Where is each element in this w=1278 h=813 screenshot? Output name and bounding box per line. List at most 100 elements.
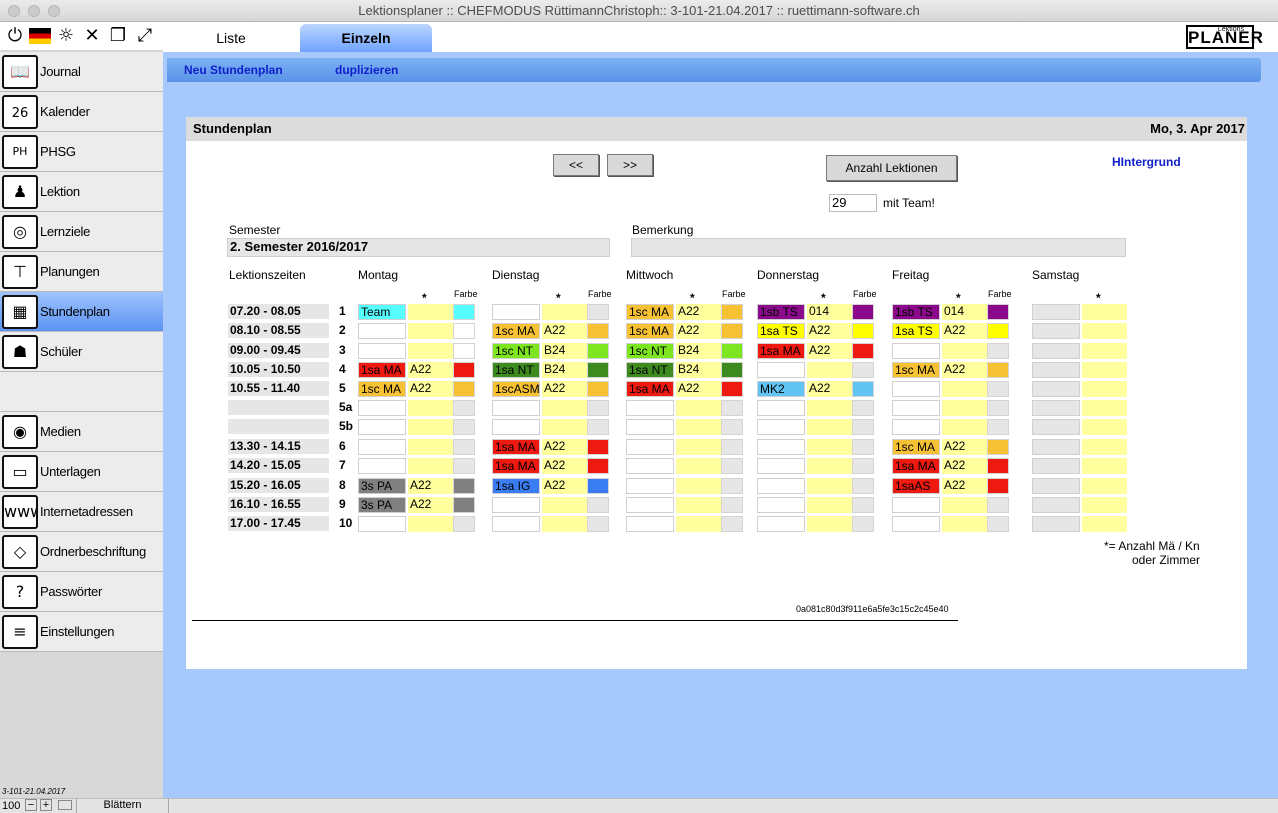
- color-swatch[interactable]: [453, 497, 475, 513]
- semester-field[interactable]: 2. Semester 2016/2017: [227, 238, 610, 257]
- sidebar-item-ordnerbeschriftung[interactable]: ◇ Ordnerbeschriftung: [0, 532, 163, 572]
- class-cell[interactable]: 3s PA: [358, 478, 406, 494]
- room-cell[interactable]: [408, 516, 453, 532]
- class-cell[interactable]: [1032, 419, 1080, 435]
- color-swatch[interactable]: [721, 516, 743, 532]
- lesson-time[interactable]: 10.05 - 10.50: [228, 362, 329, 377]
- room-cell[interactable]: [807, 516, 852, 532]
- class-cell[interactable]: [626, 478, 674, 494]
- class-cell[interactable]: [1032, 381, 1080, 397]
- color-swatch[interactable]: [587, 478, 609, 494]
- class-cell[interactable]: 1sc MA: [626, 304, 674, 320]
- layout-toggle-icon[interactable]: [58, 800, 72, 810]
- class-cell[interactable]: [757, 516, 805, 532]
- color-swatch[interactable]: [587, 497, 609, 513]
- sidebar-item-phsg[interactable]: PH PHSG: [0, 132, 163, 172]
- class-cell[interactable]: [626, 458, 674, 474]
- color-swatch[interactable]: [453, 343, 475, 359]
- class-cell[interactable]: [892, 516, 940, 532]
- room-cell[interactable]: [1082, 400, 1127, 416]
- color-swatch[interactable]: [453, 400, 475, 416]
- room-cell[interactable]: B24: [676, 343, 721, 359]
- class-cell[interactable]: 1sc NT: [626, 343, 674, 359]
- room-cell[interactable]: [408, 458, 453, 474]
- class-cell[interactable]: 1sc MA: [358, 381, 406, 397]
- room-cell[interactable]: [542, 497, 587, 513]
- color-swatch[interactable]: [987, 497, 1009, 513]
- room-cell[interactable]: [542, 516, 587, 532]
- room-cell[interactable]: [408, 304, 453, 320]
- color-swatch[interactable]: [852, 439, 874, 455]
- room-cell[interactable]: [676, 497, 721, 513]
- color-swatch[interactable]: [987, 516, 1009, 532]
- room-cell[interactable]: [942, 516, 987, 532]
- room-cell[interactable]: [942, 381, 987, 397]
- class-cell[interactable]: [1032, 362, 1080, 378]
- color-swatch[interactable]: [721, 343, 743, 359]
- room-cell[interactable]: [1082, 304, 1127, 320]
- lesson-time[interactable]: 14.20 - 15.05: [228, 458, 329, 473]
- class-cell[interactable]: [892, 400, 940, 416]
- sidebar-item-internetadressen[interactable]: wwwInternetadressen: [0, 492, 163, 532]
- room-cell[interactable]: [408, 419, 453, 435]
- color-swatch[interactable]: [852, 381, 874, 397]
- class-cell[interactable]: [1032, 304, 1080, 320]
- class-cell[interactable]: [626, 497, 674, 513]
- sidebar-item-planungen[interactable]: ⊤ Planungen: [0, 252, 163, 292]
- class-cell[interactable]: [358, 400, 406, 416]
- class-cell[interactable]: [492, 419, 540, 435]
- color-swatch[interactable]: [852, 400, 874, 416]
- lesson-time[interactable]: 17.00 - 17.45: [228, 516, 329, 531]
- color-swatch[interactable]: [587, 439, 609, 455]
- sidebar-item-journal[interactable]: 📖 Journal: [0, 52, 163, 92]
- room-cell[interactable]: [942, 343, 987, 359]
- class-cell[interactable]: 1sb TS: [892, 304, 940, 320]
- color-swatch[interactable]: [587, 323, 609, 339]
- color-swatch[interactable]: [453, 478, 475, 494]
- lesson-time[interactable]: 16.10 - 16.55: [228, 497, 329, 512]
- room-cell[interactable]: [807, 362, 852, 378]
- class-cell[interactable]: [492, 400, 540, 416]
- color-swatch[interactable]: [721, 478, 743, 494]
- class-cell[interactable]: 1sc NT: [492, 343, 540, 359]
- class-cell[interactable]: [626, 516, 674, 532]
- lesson-time[interactable]: 15.20 - 16.05: [228, 478, 329, 493]
- class-cell[interactable]: [757, 458, 805, 474]
- room-cell[interactable]: A22: [542, 458, 587, 474]
- color-swatch[interactable]: [852, 343, 874, 359]
- class-cell[interactable]: [757, 497, 805, 513]
- class-cell[interactable]: [358, 516, 406, 532]
- room-cell[interactable]: [1082, 419, 1127, 435]
- power-icon[interactable]: ⏻: [7, 25, 23, 46]
- room-cell[interactable]: A22: [542, 478, 587, 494]
- room-cell[interactable]: A22: [942, 362, 987, 378]
- class-cell[interactable]: [1032, 478, 1080, 494]
- color-swatch[interactable]: [852, 478, 874, 494]
- room-cell[interactable]: A22: [408, 362, 453, 378]
- room-cell[interactable]: A22: [408, 497, 453, 513]
- color-swatch[interactable]: [453, 458, 475, 474]
- color-swatch[interactable]: [721, 419, 743, 435]
- room-cell[interactable]: [408, 323, 453, 339]
- class-cell[interactable]: 1sa MA: [492, 458, 540, 474]
- class-cell[interactable]: [1032, 400, 1080, 416]
- room-cell[interactable]: [807, 439, 852, 455]
- room-cell[interactable]: [408, 400, 453, 416]
- room-cell[interactable]: 014: [807, 304, 852, 320]
- class-cell[interactable]: [1032, 458, 1080, 474]
- room-cell[interactable]: [1082, 458, 1127, 474]
- class-cell[interactable]: [1032, 439, 1080, 455]
- color-swatch[interactable]: [587, 381, 609, 397]
- color-swatch[interactable]: [721, 381, 743, 397]
- color-swatch[interactable]: [987, 478, 1009, 494]
- color-swatch[interactable]: [453, 439, 475, 455]
- lesson-time[interactable]: 07.20 - 08.05: [228, 304, 329, 319]
- class-cell[interactable]: [626, 400, 674, 416]
- room-cell[interactable]: [942, 400, 987, 416]
- expand-icon[interactable]: ⤢: [137, 25, 153, 46]
- color-swatch[interactable]: [721, 439, 743, 455]
- color-swatch[interactable]: [721, 497, 743, 513]
- room-cell[interactable]: [676, 458, 721, 474]
- class-cell[interactable]: [1032, 343, 1080, 359]
- class-cell[interactable]: 1saAS: [892, 478, 940, 494]
